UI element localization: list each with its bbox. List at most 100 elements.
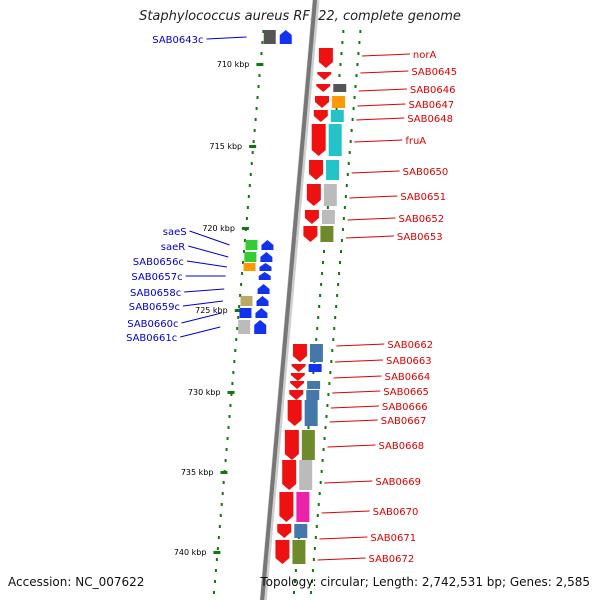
reverse-gene-label: SAB0659c bbox=[129, 302, 180, 313]
track-dot bbox=[315, 338, 318, 341]
track-dot bbox=[246, 206, 249, 209]
track-dot bbox=[250, 162, 253, 165]
track-dot bbox=[333, 327, 336, 330]
track-dot bbox=[212, 591, 215, 594]
cog-block bbox=[243, 263, 256, 271]
track-dot bbox=[252, 140, 255, 143]
cog-block bbox=[307, 381, 321, 389]
track-dot bbox=[315, 525, 318, 528]
forward-gene-label: SAB0648 bbox=[407, 114, 453, 125]
scale-tick-mark bbox=[241, 227, 249, 230]
forward-gene-label: SAB0670 bbox=[373, 507, 419, 518]
track-dot bbox=[243, 250, 245, 253]
track-dot bbox=[338, 272, 341, 275]
track-dot bbox=[329, 371, 332, 374]
track-dot bbox=[319, 294, 322, 297]
reverse-gene-label: SAB0658c bbox=[130, 288, 181, 299]
cog-block bbox=[304, 400, 318, 426]
track-dot bbox=[326, 404, 329, 407]
forward-gene-arrow bbox=[318, 48, 333, 68]
track-dot bbox=[358, 41, 361, 44]
forward-label-leader bbox=[351, 170, 400, 174]
track-dot bbox=[317, 316, 320, 319]
track-dot bbox=[351, 118, 354, 121]
track-dot bbox=[262, 30, 265, 33]
track-dot bbox=[335, 305, 338, 308]
gene-labels: norA SAB0645 SAB0646 SAB0647 SAB0648 fruA SAB0… bbox=[126, 35, 457, 565]
track-dot bbox=[350, 129, 353, 132]
forward-gene-arrow bbox=[315, 96, 330, 108]
track-dot bbox=[251, 151, 254, 154]
cog-block bbox=[306, 390, 320, 400]
track-dot bbox=[253, 129, 256, 132]
cog-block bbox=[321, 210, 335, 224]
cog-block bbox=[294, 524, 308, 538]
forward-label-leader bbox=[329, 419, 378, 423]
reverse-gene-label: SAB0661c bbox=[126, 333, 177, 344]
track-dot bbox=[316, 327, 319, 330]
forward-gene-label: SAB0665 bbox=[383, 387, 429, 398]
track-dot bbox=[355, 74, 358, 77]
track-dot bbox=[307, 426, 310, 429]
track-dot bbox=[230, 393, 233, 396]
track-dot bbox=[324, 426, 327, 429]
track-dot bbox=[359, 30, 362, 33]
reverse-gene-label: saeS bbox=[163, 227, 187, 238]
forward-gene-label: SAB0669 bbox=[375, 477, 421, 488]
scale-tick-label: 730 kbp bbox=[188, 388, 221, 397]
track-dot bbox=[334, 316, 337, 319]
forward-gene-arrow bbox=[316, 84, 331, 92]
track-dot bbox=[319, 481, 322, 484]
track-dot bbox=[240, 283, 243, 286]
track-dot bbox=[258, 74, 261, 77]
forward-gene-label: SAB0650 bbox=[403, 167, 449, 178]
track-dot bbox=[356, 63, 359, 66]
forward-label-leader bbox=[347, 217, 396, 221]
track-dot bbox=[241, 272, 244, 275]
track-dot bbox=[345, 184, 348, 187]
track-dot bbox=[342, 217, 345, 220]
forward-label-leader bbox=[354, 139, 403, 143]
track-dot bbox=[341, 228, 344, 231]
reverse-label-leader bbox=[186, 260, 228, 268]
track-dot bbox=[218, 525, 221, 528]
track-dot bbox=[293, 580, 296, 583]
scale-ticks: 710 kbp 715 kbp 720 kbp 725 kbp 730 kbp 735 k… bbox=[174, 60, 264, 557]
forward-gene-label: SAB0653 bbox=[397, 232, 443, 243]
track-dot bbox=[340, 239, 343, 242]
scale-tick-label: 740 kbp bbox=[174, 548, 207, 557]
forward-gene-arrow bbox=[289, 390, 304, 400]
forward-label-leader bbox=[327, 444, 376, 448]
forward-label-leader bbox=[349, 195, 398, 199]
forward-gene-arrow bbox=[282, 460, 297, 490]
reverse-gene-arrow bbox=[261, 240, 274, 250]
track-dot bbox=[256, 96, 259, 99]
track-dot bbox=[236, 327, 239, 330]
track-dot bbox=[260, 52, 263, 55]
forward-label-leader bbox=[358, 88, 407, 92]
track-dot bbox=[321, 459, 324, 462]
track-dot bbox=[318, 305, 321, 308]
track-dot bbox=[312, 558, 315, 561]
track-dot bbox=[309, 591, 312, 594]
track-dot bbox=[219, 514, 222, 517]
track-dot bbox=[326, 206, 329, 209]
forward-label-leader bbox=[356, 117, 405, 121]
forward-gene-label: fruA bbox=[405, 136, 426, 147]
track-dot bbox=[245, 217, 248, 220]
genome-backbone bbox=[259, 0, 320, 600]
track-dot bbox=[346, 173, 349, 176]
forward-gene-label: SAB0667 bbox=[381, 416, 427, 427]
track-dot bbox=[215, 558, 218, 561]
scale-tick-label: 715 kbp bbox=[210, 142, 243, 151]
track-dot bbox=[327, 393, 330, 396]
forward-gene-label: SAB0647 bbox=[408, 100, 454, 111]
track-dot bbox=[340, 52, 343, 55]
forward-gene-arrow bbox=[311, 124, 326, 156]
scale-tick-label: 725 kbp bbox=[195, 306, 228, 315]
track-dot bbox=[227, 426, 230, 429]
forward-gene-label: SAB0671 bbox=[370, 533, 416, 544]
track-dot bbox=[239, 294, 242, 297]
scale-tick-mark bbox=[249, 145, 257, 148]
